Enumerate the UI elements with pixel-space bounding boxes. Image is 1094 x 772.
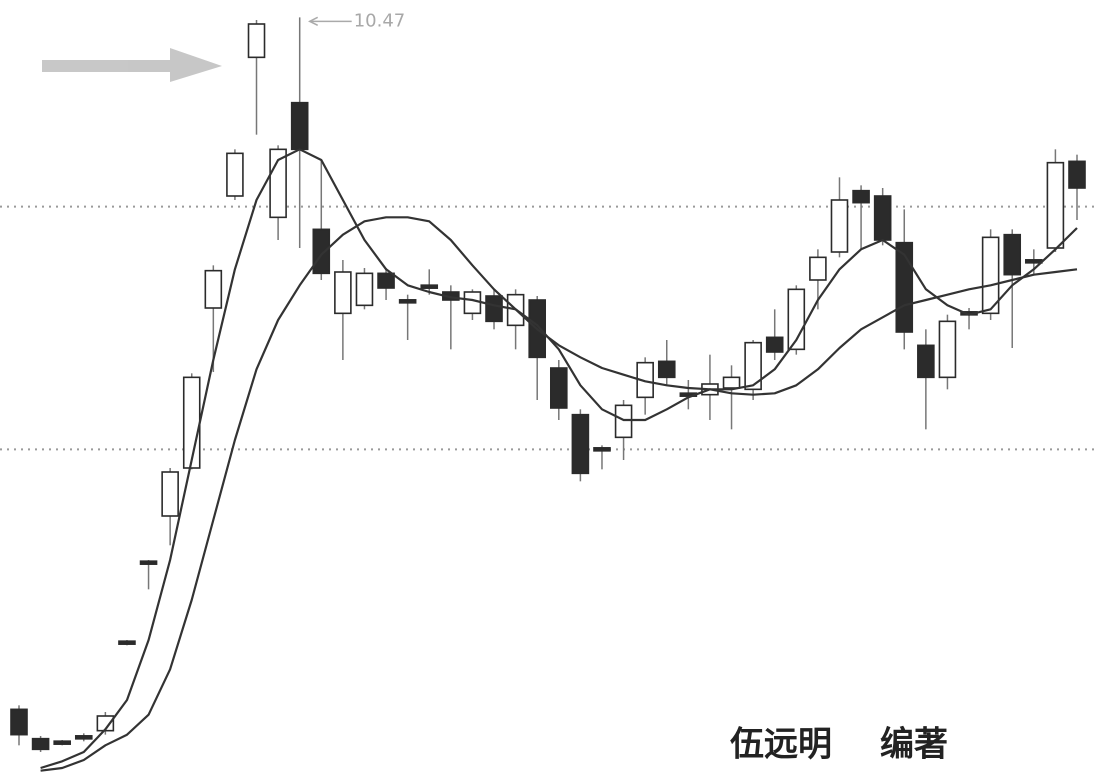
candle-body (1046, 161, 1065, 249)
candle-body (722, 376, 741, 389)
candle-body (657, 360, 676, 379)
candle-body (809, 256, 827, 281)
candle-body (420, 284, 439, 289)
candle-body (247, 23, 266, 59)
candle-body (1025, 259, 1043, 264)
candle-body (895, 241, 914, 333)
role: 编著 (880, 725, 948, 765)
moving-average (40, 216, 1078, 772)
candle-body (614, 404, 633, 439)
candle-body (917, 344, 935, 379)
candle-body (744, 341, 762, 391)
candle-body (118, 640, 136, 645)
candle-body (1068, 160, 1086, 189)
candle-body (161, 471, 179, 517)
candle-body (31, 737, 50, 751)
candle-body (873, 195, 892, 241)
candle-body (765, 336, 784, 353)
moving-average (40, 148, 1078, 770)
annotation: 10.47 (354, 10, 406, 31)
candle-body (53, 740, 71, 745)
candle-body (549, 367, 568, 409)
candle-body (204, 269, 223, 309)
candle-body (981, 236, 1000, 315)
candle-body (355, 272, 374, 307)
candle-body (463, 291, 482, 315)
candle-body (182, 376, 201, 469)
candle-body (830, 199, 849, 253)
candle-body (226, 152, 244, 197)
candle-body (74, 735, 93, 740)
candle-body (571, 413, 590, 475)
candle-body (139, 560, 158, 565)
candle-body (312, 228, 331, 275)
candle-body (334, 271, 352, 315)
author: 伍远明 (730, 725, 832, 765)
arrow (42, 48, 222, 82)
candle-body (10, 708, 28, 736)
candle-body (377, 272, 395, 289)
candle-body (852, 189, 870, 204)
annotation-arrowhead (308, 16, 319, 27)
candle-body (290, 101, 309, 151)
candle-body (636, 361, 654, 399)
candle-body (938, 320, 957, 379)
candle-body (398, 299, 417, 304)
candle-body (593, 447, 611, 452)
candle-body (1003, 233, 1022, 276)
candle-body (485, 295, 503, 323)
